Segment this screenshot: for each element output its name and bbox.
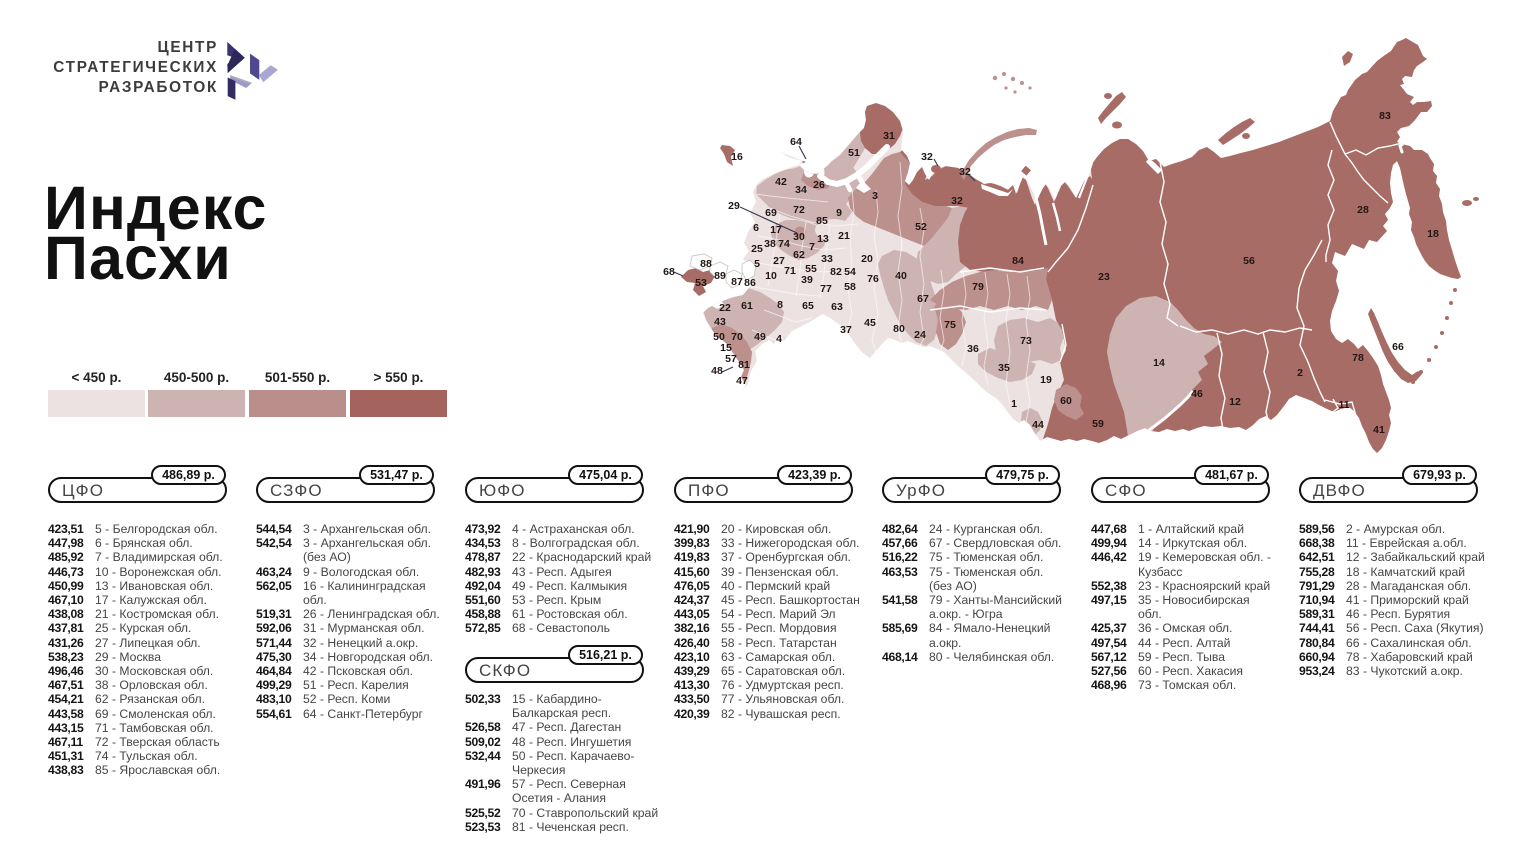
svg-text:19: 19 bbox=[1040, 374, 1052, 386]
svg-text:48: 48 bbox=[711, 365, 723, 377]
svg-text:28: 28 bbox=[1357, 204, 1369, 216]
svg-text:27: 27 bbox=[773, 255, 785, 267]
svg-text:62: 62 bbox=[793, 249, 805, 261]
svg-text:8: 8 bbox=[777, 299, 783, 311]
svg-text:47: 47 bbox=[736, 375, 748, 387]
svg-text:86: 86 bbox=[744, 277, 756, 289]
svg-text:15: 15 bbox=[720, 342, 732, 354]
svg-text:20: 20 bbox=[861, 253, 873, 265]
svg-text:52: 52 bbox=[915, 221, 927, 233]
svg-text:30: 30 bbox=[793, 231, 805, 243]
svg-text:24: 24 bbox=[914, 329, 926, 341]
svg-text:58: 58 bbox=[844, 281, 856, 293]
svg-text:57: 57 bbox=[725, 353, 737, 365]
svg-text:7: 7 bbox=[809, 241, 815, 253]
svg-text:64: 64 bbox=[790, 136, 802, 148]
svg-text:89: 89 bbox=[714, 270, 726, 282]
svg-text:79: 79 bbox=[972, 281, 984, 293]
svg-text:81: 81 bbox=[738, 359, 750, 371]
svg-text:73: 73 bbox=[1020, 335, 1032, 347]
svg-text:40: 40 bbox=[895, 270, 907, 282]
svg-text:51: 51 bbox=[848, 147, 860, 159]
svg-text:88: 88 bbox=[700, 258, 712, 270]
svg-text:63: 63 bbox=[831, 301, 843, 313]
svg-text:80: 80 bbox=[893, 323, 905, 335]
svg-text:67: 67 bbox=[917, 293, 929, 305]
svg-text:18: 18 bbox=[1427, 228, 1439, 240]
svg-text:71: 71 bbox=[784, 265, 796, 277]
svg-text:1: 1 bbox=[1011, 398, 1017, 410]
svg-text:50: 50 bbox=[713, 331, 725, 343]
svg-text:35: 35 bbox=[998, 362, 1010, 374]
svg-text:74: 74 bbox=[778, 238, 790, 250]
svg-text:21: 21 bbox=[838, 230, 850, 242]
svg-text:14: 14 bbox=[1153, 357, 1165, 369]
svg-text:23: 23 bbox=[1098, 271, 1110, 283]
svg-text:60: 60 bbox=[1060, 395, 1072, 407]
svg-text:22: 22 bbox=[719, 302, 731, 314]
svg-text:49: 49 bbox=[754, 331, 766, 343]
svg-text:12: 12 bbox=[1229, 396, 1241, 408]
svg-text:56: 56 bbox=[1243, 255, 1255, 267]
svg-text:37: 37 bbox=[840, 324, 852, 336]
svg-text:32: 32 bbox=[959, 166, 971, 178]
svg-text:34: 34 bbox=[795, 184, 807, 196]
svg-text:82: 82 bbox=[830, 266, 842, 278]
svg-text:83: 83 bbox=[1379, 110, 1391, 122]
svg-text:36: 36 bbox=[967, 343, 979, 355]
svg-text:44: 44 bbox=[1032, 419, 1044, 431]
svg-text:70: 70 bbox=[731, 331, 743, 343]
svg-text:72: 72 bbox=[793, 204, 805, 216]
svg-text:75: 75 bbox=[944, 319, 956, 331]
svg-text:65: 65 bbox=[802, 300, 814, 312]
svg-text:54: 54 bbox=[844, 266, 856, 278]
svg-text:3: 3 bbox=[872, 190, 878, 202]
svg-text:26: 26 bbox=[813, 179, 825, 191]
svg-text:11: 11 bbox=[1338, 399, 1349, 411]
svg-text:32: 32 bbox=[921, 151, 933, 163]
svg-text:84: 84 bbox=[1012, 255, 1024, 267]
svg-text:25: 25 bbox=[751, 243, 763, 255]
svg-text:59: 59 bbox=[1092, 418, 1104, 430]
svg-text:76: 76 bbox=[867, 273, 879, 285]
svg-text:39: 39 bbox=[801, 274, 813, 286]
svg-text:46: 46 bbox=[1191, 388, 1203, 400]
svg-text:31: 31 bbox=[883, 130, 895, 142]
svg-text:55: 55 bbox=[805, 263, 817, 275]
svg-text:69: 69 bbox=[765, 207, 777, 219]
svg-text:16: 16 bbox=[731, 151, 743, 163]
svg-text:66: 66 bbox=[1392, 341, 1404, 353]
svg-text:68: 68 bbox=[663, 266, 675, 278]
svg-text:6: 6 bbox=[753, 222, 759, 234]
svg-text:41: 41 bbox=[1373, 424, 1385, 436]
svg-text:43: 43 bbox=[714, 316, 726, 328]
svg-text:32: 32 bbox=[951, 195, 963, 207]
svg-text:38: 38 bbox=[764, 238, 776, 250]
svg-text:17: 17 bbox=[770, 224, 782, 236]
svg-text:5: 5 bbox=[754, 258, 760, 270]
svg-text:42: 42 bbox=[775, 176, 787, 188]
svg-text:4: 4 bbox=[776, 333, 782, 345]
svg-text:45: 45 bbox=[864, 317, 876, 329]
svg-text:10: 10 bbox=[765, 270, 777, 282]
svg-text:9: 9 bbox=[836, 207, 842, 219]
svg-text:85: 85 bbox=[816, 215, 828, 227]
svg-text:87: 87 bbox=[731, 276, 743, 288]
svg-text:77: 77 bbox=[820, 283, 832, 295]
svg-text:78: 78 bbox=[1352, 352, 1364, 364]
svg-text:61: 61 bbox=[741, 300, 753, 312]
svg-text:53: 53 bbox=[695, 277, 707, 289]
svg-text:2: 2 bbox=[1297, 367, 1303, 379]
svg-text:33: 33 bbox=[821, 253, 833, 265]
svg-text:13: 13 bbox=[817, 233, 829, 245]
svg-text:29: 29 bbox=[728, 200, 740, 212]
